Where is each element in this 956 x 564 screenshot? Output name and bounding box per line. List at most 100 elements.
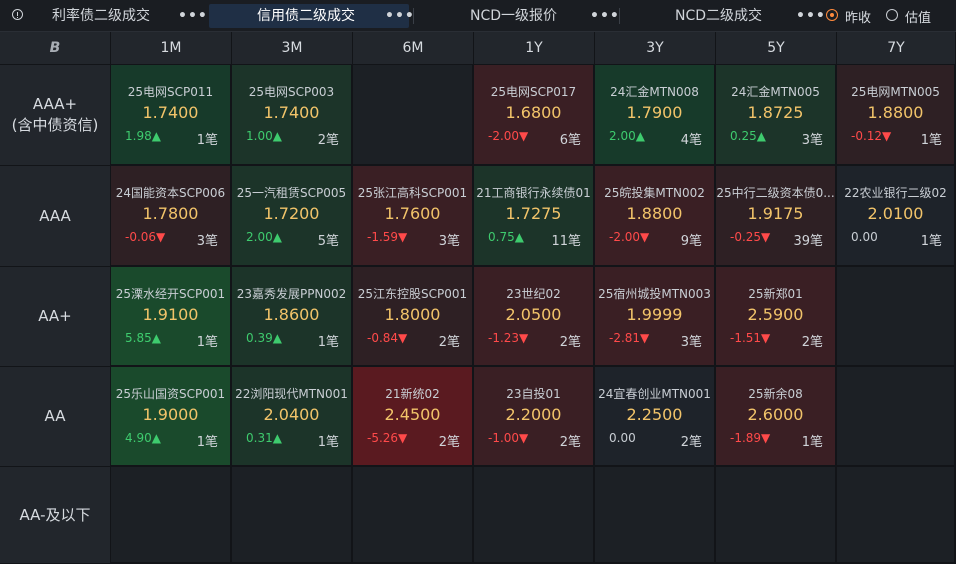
column-header-3y[interactable]: 3Y xyxy=(595,32,716,65)
bond-name: 24国能资本SCP006 xyxy=(115,186,226,200)
bond-yield: 2.2000 xyxy=(505,405,562,424)
column-header-6m[interactable]: 6M xyxy=(353,32,474,65)
empty-cell xyxy=(111,467,232,564)
radio-prev-close[interactable] xyxy=(826,9,838,21)
bond-cell[interactable]: 25电网SCP011 1.7400 1.98▲ 1笔 xyxy=(111,65,232,166)
info-icon[interactable] xyxy=(12,9,23,20)
bond-name: 24宜春创业MTN001 xyxy=(598,387,711,401)
bond-yield: 2.0500 xyxy=(505,305,562,324)
bond-change: 0.25▲ xyxy=(730,129,766,143)
row-header: AA-及以下 xyxy=(0,467,111,564)
trade-count: 2笔 xyxy=(801,335,823,350)
bond-yield: 1.7400 xyxy=(142,103,199,122)
empty-cell xyxy=(837,467,956,564)
tab-credit-secondary[interactable]: 信用债二级成交 ••• xyxy=(209,4,414,28)
bond-yield: 1.9175 xyxy=(747,204,804,223)
more-icon[interactable]: ••• xyxy=(590,8,620,24)
tab-label: NCD一级报价 xyxy=(470,8,558,24)
bond-cell[interactable]: 25中行二级资本债0... 1.9175 -0.25▼ 39笔 xyxy=(716,166,837,267)
row-header-sublabel: (含中债资信) xyxy=(11,116,99,134)
bond-change: -2.00▼ xyxy=(488,129,529,143)
bond-name: 21工商银行永续债01 xyxy=(476,186,591,200)
radio-label-valuation[interactable]: 估值 xyxy=(905,11,932,26)
trade-count: 39笔 xyxy=(793,234,823,249)
bond-cell[interactable]: 21新统02 2.4500 -5.26▼ 2笔 xyxy=(353,367,474,467)
tab-ncd-secondary[interactable]: NCD二级成交 ••• xyxy=(620,4,825,28)
bond-cell[interactable]: 24汇金MTN005 1.8725 0.25▲ 3笔 xyxy=(716,65,837,166)
bond-cell[interactable]: 25一汽租赁SCP005 1.7200 2.00▲ 5笔 xyxy=(232,166,353,267)
column-header-1y[interactable]: 1Y xyxy=(474,32,595,65)
more-icon[interactable]: ••• xyxy=(178,8,208,24)
bond-name: 23世纪02 xyxy=(506,287,561,301)
trade-count: 1笔 xyxy=(801,435,823,450)
radio-label-prev-close[interactable]: 昨收 xyxy=(845,11,872,26)
bond-yield: 2.0100 xyxy=(867,204,924,223)
more-icon[interactable]: ••• xyxy=(385,8,415,24)
bond-name: 25宿州城投MTN003 xyxy=(598,287,711,301)
bond-change: 5.85▲ xyxy=(125,331,161,345)
bond-cell[interactable]: 25溧水经开SCP001 1.9100 5.85▲ 1笔 xyxy=(111,267,232,367)
bond-cell[interactable]: 24宜春创业MTN001 2.2500 0.00 2笔 xyxy=(595,367,716,467)
column-header-5y[interactable]: 5Y xyxy=(716,32,837,65)
bond-cell[interactable]: 24汇金MTN008 1.7900 2.00▲ 4笔 xyxy=(595,65,716,166)
bond-cell[interactable]: 22农业银行二级02 2.0100 0.00 1笔 xyxy=(837,166,956,267)
bond-change: 0.39▲ xyxy=(246,331,282,345)
bond-cell[interactable]: 25江东控股SCP001 1.8000 -0.84▼ 2笔 xyxy=(353,267,474,367)
bond-change: 0.00 xyxy=(609,431,636,445)
bond-name: 25江东控股SCP001 xyxy=(357,287,468,301)
bond-change: 2.00▲ xyxy=(609,129,645,143)
more-icon[interactable]: ••• xyxy=(796,8,826,24)
bond-cell[interactable]: 25宿州城投MTN003 1.9999 -2.81▼ 3笔 xyxy=(595,267,716,367)
bond-yield: 1.9100 xyxy=(142,305,199,324)
bond-change: -1.00▼ xyxy=(488,431,529,445)
bond-cell[interactable]: 23自投01 2.2000 -1.00▼ 2笔 xyxy=(474,367,595,467)
empty-cell xyxy=(353,65,474,166)
row-header: AA+ xyxy=(0,267,111,367)
trade-count: 4笔 xyxy=(680,133,702,148)
tab-rates-secondary[interactable]: 利率债二级成交 ••• xyxy=(30,4,208,28)
empty-cell xyxy=(474,467,595,564)
trade-count: 2笔 xyxy=(559,435,581,450)
bond-cell[interactable]: 25乐山国资SCP001 1.9000 4.90▲ 1笔 xyxy=(111,367,232,467)
bond-cell[interactable]: 23嘉秀发展PPN002 1.8600 0.39▲ 1笔 xyxy=(232,267,353,367)
bond-cell[interactable]: 23世纪02 2.0500 -1.23▼ 2笔 xyxy=(474,267,595,367)
bond-yield: 1.7800 xyxy=(142,204,199,223)
trade-count: 1笔 xyxy=(196,335,218,350)
bond-yield: 2.6000 xyxy=(747,405,804,424)
bond-change: -1.89▼ xyxy=(730,431,771,445)
trade-count: 1笔 xyxy=(920,133,942,148)
column-header-1m[interactable]: 1M xyxy=(111,32,232,65)
empty-cell xyxy=(595,467,716,564)
empty-cell xyxy=(837,267,956,367)
bond-cell[interactable]: 25新郑01 2.5900 -1.51▼ 2笔 xyxy=(716,267,837,367)
bond-yield: 2.5900 xyxy=(747,305,804,324)
bond-change: -2.00▼ xyxy=(609,230,650,244)
bond-name: 21新统02 xyxy=(385,387,440,401)
bond-cell[interactable]: 25电网SCP003 1.7400 1.00▲ 2笔 xyxy=(232,65,353,166)
bond-cell[interactable]: 21工商银行永续债01 1.7275 0.75▲ 11笔 xyxy=(474,166,595,267)
tab-label: 信用债二级成交 xyxy=(257,8,355,24)
bond-cell[interactable]: 25电网MTN005 1.8800 -0.12▼ 1笔 xyxy=(837,65,956,166)
bond-name: 25电网MTN005 xyxy=(851,85,940,99)
trade-count: 6笔 xyxy=(559,133,581,148)
trade-count: 11笔 xyxy=(551,234,581,249)
trade-count: 3笔 xyxy=(196,234,218,249)
bond-cell[interactable]: 25皖投集MTN002 1.8800 -2.00▼ 9笔 xyxy=(595,166,716,267)
row-header: AAA+ (含中债资信) xyxy=(0,65,111,166)
bond-cell[interactable]: 25张江高科SCP001 1.7600 -1.59▼ 3笔 xyxy=(353,166,474,267)
trade-count: 2笔 xyxy=(317,133,339,148)
bond-cell[interactable]: 25电网SCP017 1.6800 -2.00▼ 6笔 xyxy=(474,65,595,166)
bond-cell[interactable]: 22浏阳现代MTN001 2.0400 0.31▲ 1笔 xyxy=(232,367,353,467)
bond-cell[interactable]: 24国能资本SCP006 1.7800 -0.06▼ 3笔 xyxy=(111,166,232,267)
column-header-3m[interactable]: 3M xyxy=(232,32,353,65)
row-header-label: AA-及以下 xyxy=(19,505,91,524)
column-header-7y[interactable]: 7Y xyxy=(837,32,956,65)
radio-valuation[interactable] xyxy=(886,9,898,21)
bond-cell[interactable]: 25新余08 2.6000 -1.89▼ 1笔 xyxy=(716,367,837,467)
bond-name: 25中行二级资本债0... xyxy=(716,186,835,200)
bond-change: -0.84▼ xyxy=(367,331,408,345)
bond-name: 22浏阳现代MTN001 xyxy=(235,387,348,401)
trade-count: 2笔 xyxy=(438,435,460,450)
tab-ncd-primary[interactable]: NCD一级报价 ••• xyxy=(414,4,620,28)
bond-yield: 1.8800 xyxy=(867,103,924,122)
